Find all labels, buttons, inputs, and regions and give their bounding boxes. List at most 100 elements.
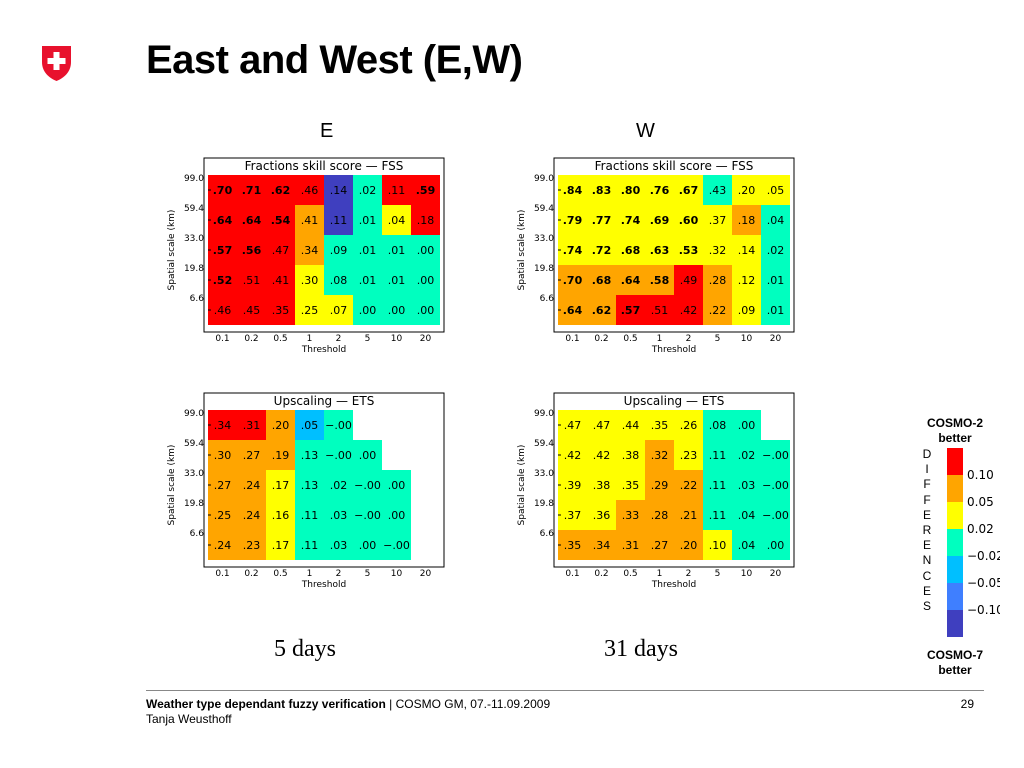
legend-tick-label: −0.05 bbox=[967, 576, 1000, 590]
cell-value-label: .00 bbox=[359, 304, 377, 317]
column-heading-e: E bbox=[320, 120, 334, 142]
x-tick-label: 0.2 bbox=[594, 334, 608, 344]
x-tick-label: 5 bbox=[715, 569, 721, 579]
heatmap-cell bbox=[732, 175, 761, 205]
cell-value-label: .19 bbox=[272, 449, 290, 462]
heatmap-cell bbox=[558, 410, 587, 440]
cell-value-label: .12 bbox=[738, 274, 756, 287]
heatmap-cell bbox=[237, 205, 266, 235]
heatmap-cell bbox=[237, 530, 266, 560]
heatmap-cell bbox=[266, 235, 295, 265]
x-axis-label: Threshold bbox=[651, 580, 696, 590]
cell-value-label: .00 bbox=[388, 479, 406, 492]
heatmap-cell bbox=[703, 530, 732, 560]
y-tick-label: 6.6 bbox=[540, 294, 555, 304]
y-tick-label: 6.6 bbox=[540, 529, 555, 539]
cell-value-label: .39 bbox=[564, 479, 582, 492]
cell-value-label: .03 bbox=[330, 509, 348, 522]
heatmap-cell bbox=[208, 295, 237, 325]
cell-value-label: .57 bbox=[621, 304, 641, 317]
heatmap-cell bbox=[587, 470, 616, 500]
heatmap-cell bbox=[732, 205, 761, 235]
heatmap-cell bbox=[645, 440, 674, 470]
cell-value-label: .01 bbox=[388, 274, 406, 287]
cell-value-label: .20 bbox=[272, 419, 290, 432]
cell-value-label: .10 bbox=[709, 539, 727, 552]
y-tick-label: 59.4 bbox=[184, 439, 204, 449]
heatmap-cell bbox=[703, 235, 732, 265]
heatmap-cell bbox=[266, 500, 295, 530]
cell-value-label: .24 bbox=[214, 539, 232, 552]
heatmap-cell bbox=[208, 205, 237, 235]
heatmap-cell bbox=[674, 295, 703, 325]
heatmap-cell bbox=[645, 175, 674, 205]
heatmap-cell bbox=[324, 265, 353, 295]
heatmap-cell bbox=[674, 235, 703, 265]
heatmap-cell bbox=[703, 175, 732, 205]
cell-value-label: .64 bbox=[213, 214, 233, 227]
cell-value-label: .00 bbox=[767, 539, 785, 552]
heatmap-cell bbox=[761, 410, 790, 440]
cell-value-label: .57 bbox=[213, 244, 233, 257]
cell-value-label: −.00 bbox=[762, 479, 789, 492]
x-tick-label: 1 bbox=[307, 569, 313, 579]
x-axis-label: Threshold bbox=[651, 345, 696, 355]
heatmap-cell bbox=[382, 470, 411, 500]
cell-value-label: .02 bbox=[767, 244, 785, 257]
cell-value-label: .08 bbox=[709, 419, 727, 432]
legend-letter: C bbox=[922, 568, 932, 583]
heatmap-cell bbox=[761, 470, 790, 500]
x-tick-label: 5 bbox=[365, 569, 371, 579]
heatmap-cell bbox=[237, 470, 266, 500]
cell-value-label: .01 bbox=[359, 214, 377, 227]
x-tick-label: 5 bbox=[715, 334, 721, 344]
cell-value-label: −.00 bbox=[354, 509, 381, 522]
cell-value-label: .35 bbox=[272, 304, 290, 317]
x-tick-label: 10 bbox=[741, 334, 753, 344]
footer: Weather type dependant fuzzy verificatio… bbox=[146, 697, 550, 727]
heatmap-cell bbox=[208, 470, 237, 500]
heatmap-cell bbox=[703, 500, 732, 530]
cell-value-label: .25 bbox=[301, 304, 319, 317]
y-tick-label: 19.8 bbox=[534, 499, 554, 509]
cell-value-label: .20 bbox=[680, 539, 698, 552]
y-axis-label: Spatial scale (km) bbox=[167, 445, 177, 526]
heatmap-cell bbox=[645, 470, 674, 500]
heatmap-cell bbox=[761, 175, 790, 205]
cell-value-label: .23 bbox=[243, 539, 261, 552]
heatmap-cell bbox=[558, 265, 587, 295]
cell-value-label: .45 bbox=[243, 304, 261, 317]
cell-value-label: .29 bbox=[651, 479, 669, 492]
cell-value-label: .01 bbox=[767, 274, 785, 287]
heatmap-cell bbox=[353, 235, 382, 265]
cell-value-label: .30 bbox=[301, 274, 319, 287]
page-number: 29 bbox=[960, 697, 974, 711]
heatmap-cell bbox=[558, 235, 587, 265]
cell-value-label: .09 bbox=[738, 304, 756, 317]
cell-value-label: .77 bbox=[592, 214, 612, 227]
heatmap-cell bbox=[674, 265, 703, 295]
heatmap-cell bbox=[266, 440, 295, 470]
heatmap-cell bbox=[295, 235, 324, 265]
heatmap-cell bbox=[616, 175, 645, 205]
swiss-shield-logo bbox=[42, 46, 71, 81]
cell-value-label: .74 bbox=[563, 244, 583, 257]
cell-value-label: .70 bbox=[213, 184, 233, 197]
cell-value-label: .42 bbox=[564, 449, 582, 462]
heatmap-cell bbox=[324, 470, 353, 500]
heatmap-cell bbox=[382, 440, 411, 470]
cell-value-label: .07 bbox=[330, 304, 348, 317]
cell-value-label: .04 bbox=[388, 214, 406, 227]
heatmap-cell bbox=[353, 470, 382, 500]
heatmap-cell bbox=[324, 295, 353, 325]
heatmap-cell bbox=[761, 265, 790, 295]
heatmap-cell bbox=[411, 410, 440, 440]
cell-value-label: .64 bbox=[563, 304, 583, 317]
cell-value-label: .00 bbox=[388, 304, 406, 317]
cell-value-label: .31 bbox=[622, 539, 640, 552]
heatmap-cell bbox=[558, 440, 587, 470]
cell-value-label: .11 bbox=[709, 509, 727, 522]
heatmap-cell bbox=[237, 500, 266, 530]
column-heading-w: W bbox=[636, 120, 655, 142]
